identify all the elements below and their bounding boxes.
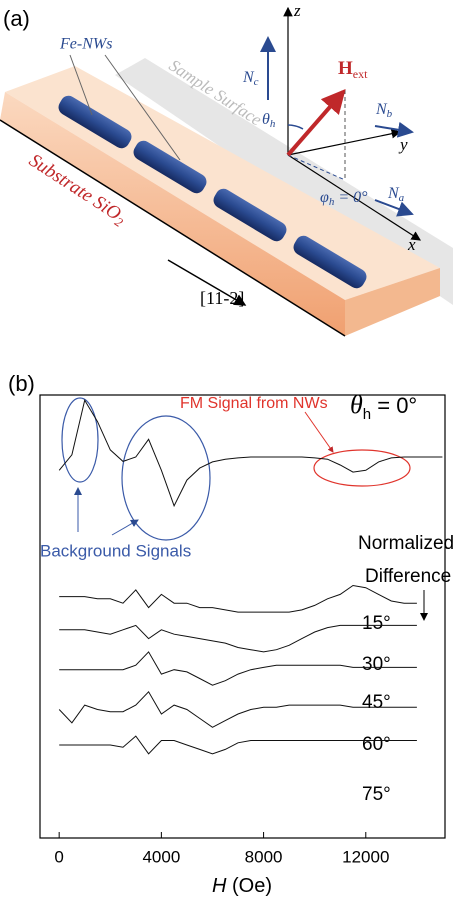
theta-label: θh <box>262 111 276 130</box>
symbol: H <box>212 875 227 897</box>
symbol: N <box>387 185 400 202</box>
projection <box>287 154 346 181</box>
axis-x: x <box>407 235 416 254</box>
angle-annotation: θh = 0° <box>350 390 417 423</box>
slab-edge <box>0 119 346 337</box>
slab-end <box>345 268 440 336</box>
wire <box>58 95 132 149</box>
normalized-label: Normalized <box>358 533 453 554</box>
nb-arrow <box>374 121 414 138</box>
panel-label: (b) <box>8 371 35 396</box>
symbol: H <box>338 58 353 79</box>
axis-y: y <box>398 135 408 154</box>
x-tick-label: 0 <box>54 847 63 866</box>
wire-label: Fe-NWs <box>59 36 112 53</box>
wire <box>213 188 287 242</box>
pointer <box>69 54 93 116</box>
h-label: Hext <box>338 58 368 80</box>
spectrum <box>59 735 417 755</box>
symbol: θ <box>350 390 363 419</box>
x-tick-label: 4000 <box>142 847 180 866</box>
direction-label: [11-2] <box>200 288 244 308</box>
unit: (Oe) <box>226 875 272 897</box>
spectrum <box>59 651 417 686</box>
spectrum <box>58 398 443 508</box>
h-arrow <box>286 88 346 157</box>
wire <box>133 140 207 194</box>
theta-arc <box>287 124 304 130</box>
highlight <box>61 397 99 483</box>
series-label: 15° <box>362 613 391 634</box>
normalized-label: Difference <box>365 566 451 587</box>
symbol: φ <box>320 189 329 206</box>
pointer <box>104 54 181 161</box>
wire <box>293 235 367 289</box>
symbol: θ <box>262 111 270 128</box>
subscript: h <box>329 196 335 208</box>
fm-annotation: FM Signal from NWs <box>180 395 328 412</box>
axes <box>283 6 422 241</box>
nb-label: Nb <box>375 101 393 120</box>
series-label: 30° <box>362 654 391 675</box>
nc-label: Nc <box>242 69 259 88</box>
na-arrow <box>374 199 414 217</box>
direction-arrow <box>167 259 247 306</box>
symbol: N <box>242 69 255 86</box>
series-label: 75° <box>362 784 391 805</box>
subscript: b <box>387 108 393 120</box>
wires <box>58 95 367 289</box>
subscript: ext <box>353 67 368 81</box>
spectrum <box>58 690 417 728</box>
na-label: Na <box>387 185 405 204</box>
x-tick-label: 12000 <box>342 847 389 866</box>
series-label: 60° <box>362 734 391 755</box>
background-annotation: Background Signals <box>40 541 191 560</box>
spectrum <box>59 584 417 613</box>
highlight <box>313 449 411 487</box>
pointer <box>304 411 334 453</box>
axis-z: z <box>293 1 301 20</box>
panel-b: (b) FM Signal from NWs Background Signal… <box>8 371 453 897</box>
series-label: 45° <box>362 692 391 713</box>
spectrum <box>59 624 417 653</box>
subscript: a <box>399 192 405 204</box>
symbol: N <box>375 101 388 118</box>
subscript: h <box>363 406 371 423</box>
phi-value: = 0° <box>334 189 368 206</box>
pointer <box>111 519 139 536</box>
angle-value: = 0° <box>371 393 417 418</box>
panel-label: (a) <box>3 6 30 31</box>
x-tick-label: 8000 <box>245 847 283 866</box>
subscript: h <box>270 118 276 130</box>
slab-front <box>0 92 345 336</box>
plot-frame <box>39 394 446 839</box>
highlight <box>121 415 211 541</box>
panel-a: (a) Fe-NWs Sample Surface Substrate SiO2… <box>0 1 453 337</box>
subscript: c <box>254 76 259 88</box>
x-axis-title: H (Oe) <box>212 875 272 897</box>
phi-label: φh = 0° <box>320 189 368 208</box>
